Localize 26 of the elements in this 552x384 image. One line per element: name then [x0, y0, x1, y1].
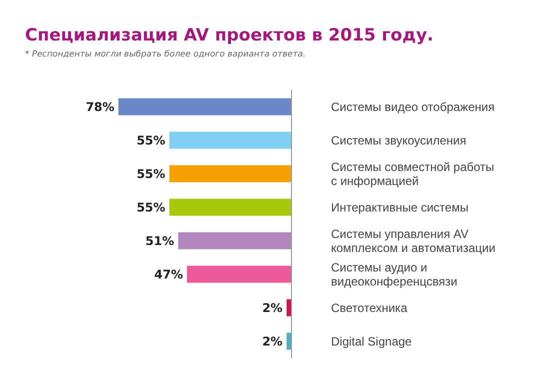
bar: [178, 232, 291, 250]
data-label: 55%: [136, 166, 166, 181]
bar: [187, 266, 291, 283]
chart-subtitle: * Респонденты могли выбрать более одного варианта ответа.: [25, 50, 306, 60]
y-tick-label: Системы совместной работы с информацией: [331, 160, 494, 188]
bar: [286, 332, 291, 350]
bar: [169, 132, 291, 149]
bar: [169, 198, 291, 216]
bar: [118, 98, 291, 116]
data-label: 47%: [154, 267, 184, 282]
data-label: 55%: [136, 133, 166, 148]
y-tick-label: Системы звукоусиления: [331, 133, 466, 148]
data-label: 2%: [262, 334, 283, 348]
y-tick-label: Системы аудио и видеоконференцсвязи: [331, 260, 458, 288]
y-tick-label: Системы видео отображения: [331, 100, 495, 114]
data-label: 78%: [86, 100, 114, 114]
y-tick-label: Интерактивные системы: [331, 200, 468, 214]
bar: [169, 165, 291, 182]
bar: [286, 299, 291, 316]
y-tick-label: Системы управления AV комплексом и автоматизации: [331, 226, 496, 255]
data-label: 55%: [136, 200, 166, 214]
data-label: 2%: [262, 300, 283, 315]
y-tick-label: Digital Signage: [331, 334, 412, 348]
y-tick-label: Светотехника: [331, 300, 408, 315]
chart-title: Специализация AV проектов в 2015 году.: [25, 26, 434, 46]
data-label: 51%: [145, 234, 174, 248]
